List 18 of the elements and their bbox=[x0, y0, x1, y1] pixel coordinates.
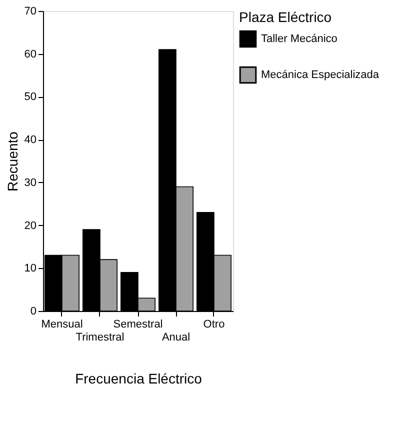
x-tick-label: Otro bbox=[203, 318, 225, 330]
x-axis-title: Frecuencia Eléctrico bbox=[75, 370, 202, 386]
y-tick-label: 10 bbox=[24, 262, 36, 275]
legend-label: Taller Mecánico bbox=[261, 33, 338, 45]
x-tick-label: Anual bbox=[162, 332, 190, 344]
legend-label: Mecánica Especializada bbox=[261, 69, 380, 81]
x-tick-label: Trimestral bbox=[76, 332, 124, 344]
y-tick-label: 40 bbox=[24, 134, 36, 146]
x-tick-label: Mensual bbox=[41, 318, 83, 330]
y-tick-label: 50 bbox=[24, 91, 36, 104]
y-tick-label: 0 bbox=[30, 306, 36, 318]
x-tick-label: Semestral bbox=[113, 318, 163, 330]
y-tick-label: 60 bbox=[24, 48, 36, 60]
y-tick-label: 70 bbox=[24, 6, 36, 18]
y-axis-title: Recuento bbox=[4, 131, 20, 192]
legend-title: Plaza Eléctrico bbox=[239, 9, 332, 25]
y-tick-label: 20 bbox=[24, 220, 36, 232]
y-tick-label: 30 bbox=[24, 176, 36, 189]
